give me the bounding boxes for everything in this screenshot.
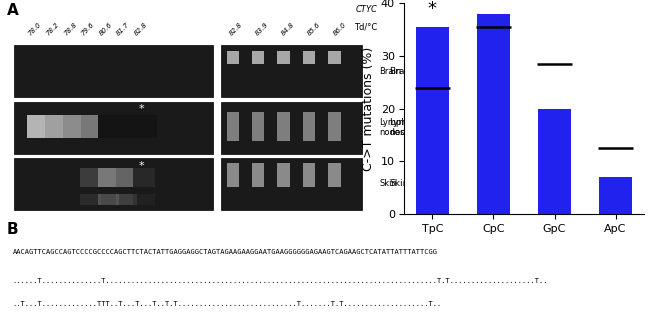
- FancyBboxPatch shape: [98, 115, 121, 138]
- Text: *: *: [138, 104, 144, 115]
- Text: 78.8: 78.8: [62, 22, 78, 37]
- FancyBboxPatch shape: [116, 168, 137, 187]
- Text: Lymph
nodes: Lymph nodes: [380, 118, 407, 137]
- FancyBboxPatch shape: [220, 102, 362, 154]
- Text: *: *: [138, 161, 144, 171]
- Text: *: *: [428, 0, 437, 18]
- Text: 85.6: 85.6: [306, 22, 322, 37]
- FancyBboxPatch shape: [226, 163, 239, 187]
- FancyBboxPatch shape: [278, 51, 290, 64]
- Bar: [599, 177, 632, 214]
- FancyBboxPatch shape: [252, 51, 265, 64]
- FancyBboxPatch shape: [252, 112, 265, 141]
- FancyBboxPatch shape: [14, 102, 213, 154]
- Text: ..T...T.............TTT..T...T...T..T.T............................T.......T.T..: ..T...T.............TTT..T...T...T..T.T.…: [13, 300, 442, 307]
- Text: 82.8: 82.8: [227, 22, 243, 37]
- Text: 83.9: 83.9: [254, 22, 269, 37]
- FancyBboxPatch shape: [303, 163, 315, 187]
- FancyBboxPatch shape: [220, 158, 362, 210]
- Bar: [476, 14, 510, 214]
- FancyBboxPatch shape: [278, 112, 290, 141]
- Text: Brain: Brain: [380, 67, 402, 76]
- FancyBboxPatch shape: [278, 163, 290, 187]
- FancyBboxPatch shape: [252, 163, 265, 187]
- FancyBboxPatch shape: [226, 112, 239, 141]
- Text: AACAGTTCAGCCAGTCCCCGCCCCAGCTTCTACTATTGAGGAGGCTAGTAGAAGAAGGAATGAAGGGGGGAGAAGTCAGA: AACAGTTCAGCCAGTCCCCGCCCCAGCTTCTACTATTGAG…: [13, 249, 438, 255]
- Text: A: A: [6, 3, 18, 18]
- Text: 81.7: 81.7: [116, 22, 131, 37]
- Text: 78.0: 78.0: [27, 22, 42, 37]
- Text: Skin: Skin: [389, 179, 408, 188]
- FancyBboxPatch shape: [303, 112, 315, 141]
- FancyBboxPatch shape: [226, 51, 239, 64]
- FancyBboxPatch shape: [303, 51, 315, 64]
- Text: Td/°C: Td/°C: [354, 22, 378, 31]
- FancyBboxPatch shape: [133, 168, 155, 187]
- FancyBboxPatch shape: [81, 115, 104, 138]
- Text: 80.6: 80.6: [98, 22, 113, 37]
- Text: 84.8: 84.8: [280, 22, 296, 37]
- FancyBboxPatch shape: [27, 115, 50, 138]
- Text: 86.0: 86.0: [332, 22, 348, 37]
- FancyBboxPatch shape: [98, 168, 119, 187]
- FancyBboxPatch shape: [328, 51, 341, 64]
- Text: Lymph
nodes: Lymph nodes: [389, 118, 419, 137]
- FancyBboxPatch shape: [220, 45, 362, 98]
- FancyBboxPatch shape: [116, 195, 137, 205]
- FancyBboxPatch shape: [133, 195, 155, 205]
- FancyBboxPatch shape: [45, 115, 68, 138]
- FancyBboxPatch shape: [116, 115, 138, 138]
- FancyBboxPatch shape: [328, 112, 341, 141]
- Text: 78.2: 78.2: [45, 22, 60, 37]
- Bar: [415, 27, 449, 214]
- Text: CTYC: CTYC: [356, 5, 378, 14]
- FancyBboxPatch shape: [328, 163, 341, 187]
- Text: ......T..............T..........................................................: ......T..............T..................…: [13, 278, 549, 283]
- FancyBboxPatch shape: [80, 168, 101, 187]
- Text: 79.6: 79.6: [80, 22, 96, 37]
- FancyBboxPatch shape: [133, 115, 157, 138]
- FancyBboxPatch shape: [98, 195, 119, 205]
- FancyBboxPatch shape: [14, 158, 213, 210]
- FancyBboxPatch shape: [63, 115, 86, 138]
- Bar: [538, 109, 571, 214]
- Text: 82.8: 82.8: [133, 22, 149, 37]
- FancyBboxPatch shape: [80, 195, 101, 205]
- Text: B: B: [6, 222, 18, 237]
- FancyBboxPatch shape: [14, 45, 213, 98]
- Text: Skin: Skin: [380, 179, 397, 188]
- Y-axis label: C->T mutations (%): C->T mutations (%): [362, 47, 375, 171]
- Text: Brain: Brain: [389, 67, 413, 76]
